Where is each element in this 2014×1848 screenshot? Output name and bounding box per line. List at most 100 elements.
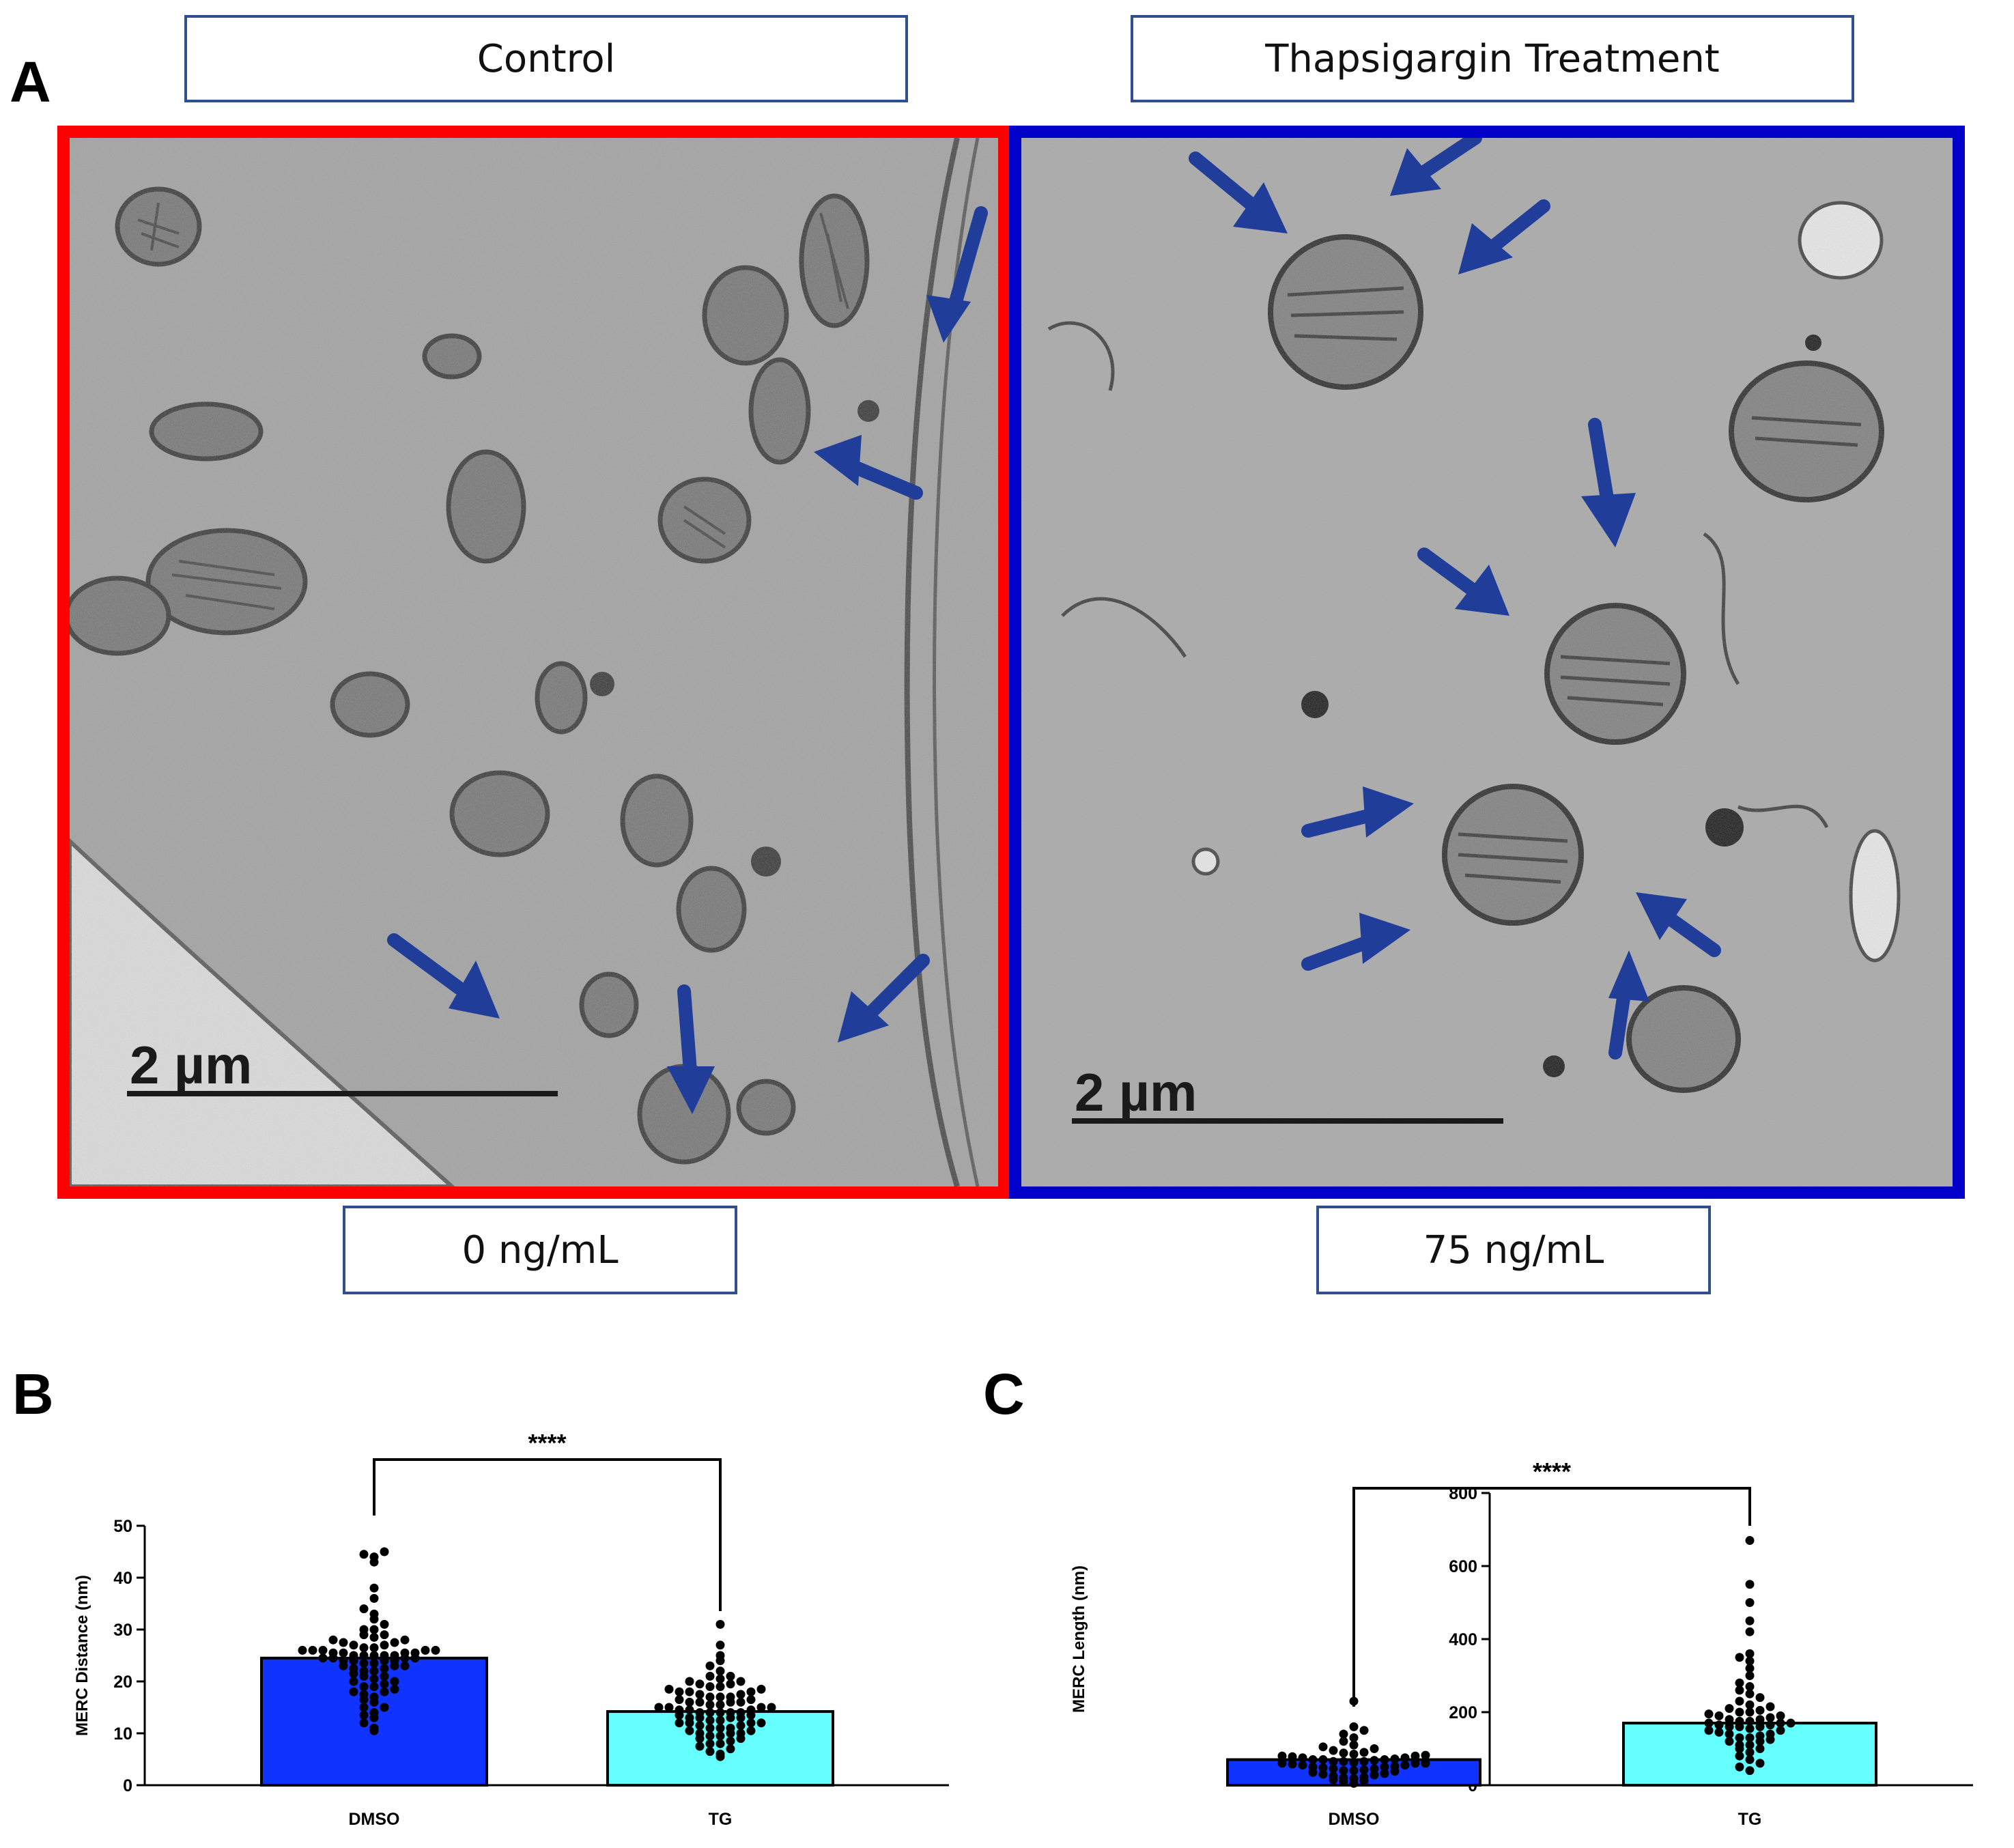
panel-b-letter: B — [12, 1362, 54, 1426]
y-tick-label: 40 — [113, 1569, 132, 1588]
treatment-em-image: 2 µm — [1009, 126, 1965, 1199]
data-point — [1421, 1759, 1430, 1768]
data-point — [1714, 1720, 1724, 1730]
data-point — [390, 1677, 399, 1686]
data-point — [736, 1677, 746, 1686]
data-point — [705, 1682, 715, 1692]
data-point — [736, 1697, 746, 1707]
y-tick-label: 10 — [113, 1724, 132, 1744]
data-point — [1400, 1753, 1410, 1763]
data-point — [1277, 1759, 1287, 1768]
data-point — [369, 1708, 379, 1718]
data-point — [1755, 1693, 1765, 1703]
data-point — [1714, 1727, 1724, 1737]
data-point — [359, 1604, 369, 1614]
data-point — [1745, 1682, 1755, 1692]
data-point — [369, 1723, 379, 1733]
data-point — [1359, 1748, 1369, 1757]
data-point — [1745, 1671, 1755, 1680]
data-point — [726, 1692, 735, 1702]
data-point — [1318, 1763, 1328, 1772]
data-point — [654, 1703, 664, 1712]
data-point — [1735, 1751, 1744, 1761]
data-point — [359, 1550, 369, 1559]
data-point — [746, 1726, 756, 1735]
data-point — [400, 1661, 410, 1671]
data-point — [1390, 1761, 1400, 1771]
data-point — [1755, 1759, 1765, 1768]
data-point — [1298, 1761, 1307, 1770]
data-point — [1318, 1755, 1328, 1765]
data-point — [1288, 1752, 1297, 1761]
data-point — [1745, 1598, 1755, 1607]
x-category-label: DMSO — [349, 1810, 400, 1829]
data-point — [380, 1640, 389, 1650]
data-point — [359, 1710, 369, 1720]
data-point — [1359, 1757, 1369, 1766]
data-point — [1349, 1750, 1359, 1759]
y-tick-label: 200 — [1449, 1703, 1477, 1722]
data-point — [380, 1664, 389, 1673]
data-point — [715, 1739, 725, 1748]
data-point — [1298, 1753, 1307, 1763]
data-point — [746, 1718, 756, 1728]
data-point — [1735, 1707, 1744, 1717]
data-point — [431, 1645, 440, 1655]
y-axis-label: MERC Distance (nm) — [73, 1575, 91, 1736]
y-tick-label: 20 — [113, 1673, 132, 1692]
data-point — [715, 1666, 725, 1676]
data-point — [1318, 1769, 1328, 1779]
data-point — [715, 1731, 725, 1741]
data-point — [1308, 1755, 1318, 1765]
x-category-label: DMSO — [1329, 1810, 1380, 1829]
data-point — [380, 1630, 389, 1640]
data-point — [1745, 1649, 1755, 1658]
data-point — [1735, 1653, 1744, 1662]
data-point — [1765, 1729, 1775, 1739]
data-point — [328, 1648, 338, 1658]
data-point — [359, 1625, 369, 1634]
data-point — [1725, 1722, 1734, 1731]
data-point — [1776, 1718, 1785, 1728]
treatment-scale-bar-label: 2 µm — [1075, 1062, 1197, 1122]
panel-a-letter: A — [10, 50, 51, 114]
data-point — [359, 1703, 369, 1712]
data-point — [400, 1635, 410, 1645]
y-tick-label: 0 — [123, 1776, 132, 1795]
data-point — [1410, 1759, 1420, 1768]
treatment-dose-label: 75 ng/mL — [1316, 1206, 1711, 1294]
data-point — [359, 1718, 369, 1728]
data-point — [369, 1651, 379, 1660]
data-point — [1725, 1729, 1734, 1739]
data-point — [685, 1687, 694, 1696]
data-point — [1735, 1696, 1744, 1706]
data-point — [318, 1653, 328, 1663]
data-point — [715, 1708, 725, 1718]
data-point — [1725, 1704, 1734, 1714]
data-point — [359, 1658, 369, 1668]
data-point — [369, 1658, 379, 1668]
data-point — [1370, 1744, 1379, 1753]
data-point — [369, 1593, 379, 1603]
data-point — [726, 1708, 735, 1718]
data-point — [1349, 1774, 1359, 1783]
merc-distance-chart: 0 10 20 30 40 50 MERC Distance (nm) DMSO TG **** — [73, 1429, 949, 1829]
data-point — [369, 1692, 379, 1702]
data-point — [1349, 1758, 1359, 1767]
data-point — [664, 1703, 674, 1712]
data-point — [308, 1645, 317, 1655]
data-point — [1745, 1755, 1755, 1765]
data-point — [1704, 1709, 1714, 1719]
data-point — [685, 1697, 694, 1707]
data-point — [1755, 1715, 1765, 1724]
data-point — [705, 1671, 715, 1681]
data-point — [746, 1695, 756, 1705]
data-point — [715, 1749, 725, 1759]
data-point — [339, 1648, 348, 1658]
y-tick-label: 400 — [1449, 1630, 1477, 1649]
data-point — [1370, 1756, 1379, 1765]
data-point — [1745, 1664, 1755, 1673]
data-point — [1359, 1772, 1369, 1782]
data-point — [1745, 1716, 1755, 1726]
panel-c-letter: C — [983, 1362, 1025, 1426]
